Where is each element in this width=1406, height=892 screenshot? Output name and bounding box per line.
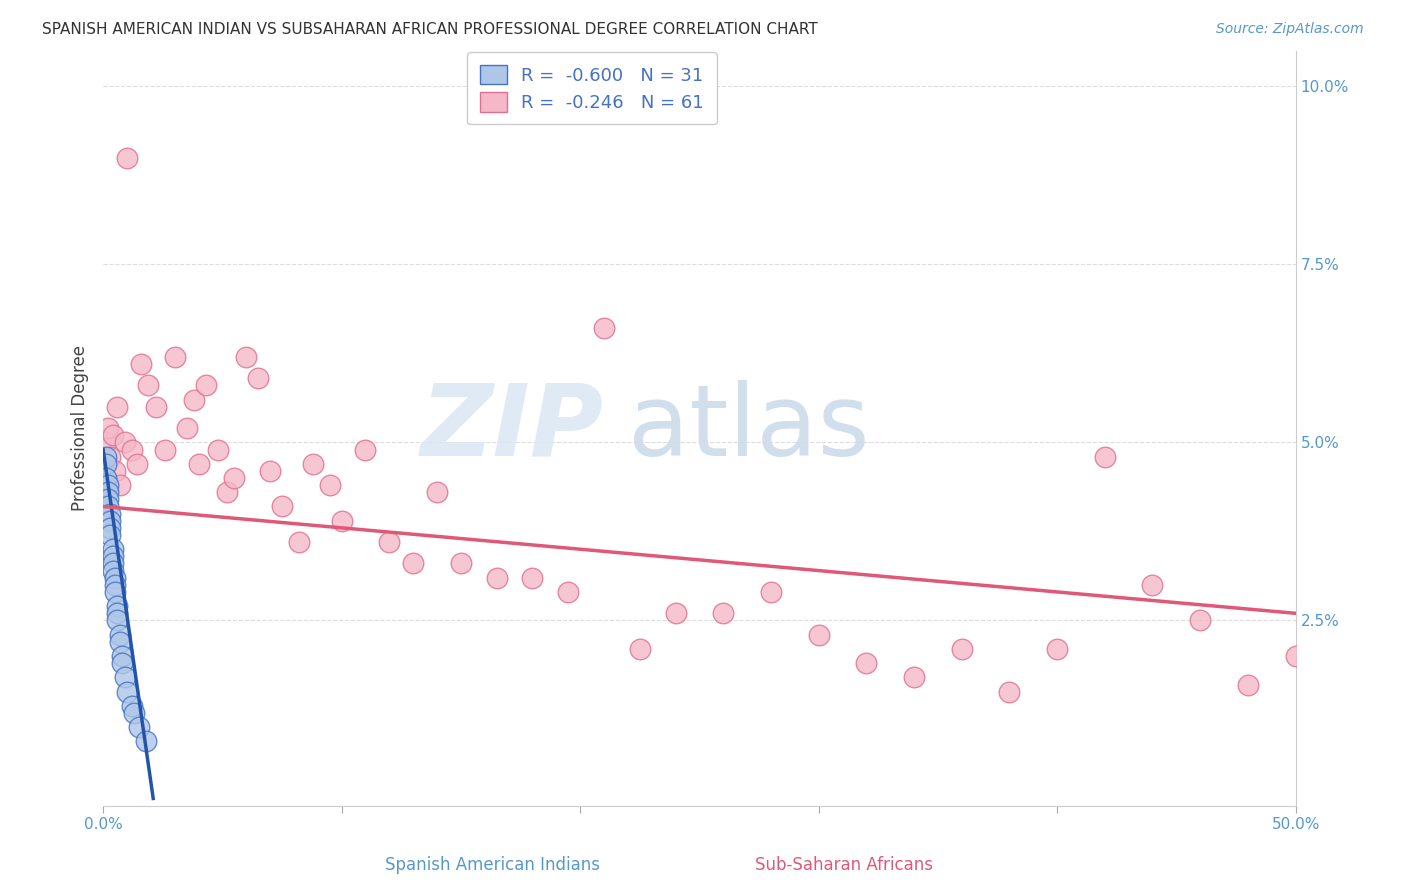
Point <box>104 578 127 592</box>
Point <box>903 670 925 684</box>
Point <box>121 442 143 457</box>
Point <box>125 457 148 471</box>
Point <box>187 457 209 471</box>
Point <box>145 400 167 414</box>
Point <box>115 151 138 165</box>
Point <box>94 457 117 471</box>
Point <box>107 599 129 614</box>
Point <box>104 571 127 585</box>
Point <box>114 435 136 450</box>
Point <box>183 392 205 407</box>
Point <box>104 585 127 599</box>
Point <box>108 478 131 492</box>
Point <box>402 557 425 571</box>
Point <box>101 542 124 557</box>
Point <box>94 471 117 485</box>
Point <box>426 485 449 500</box>
Point <box>1189 614 1212 628</box>
Point <box>235 350 257 364</box>
Point <box>1379 720 1402 734</box>
Point <box>101 549 124 564</box>
Point <box>104 464 127 478</box>
Point <box>855 656 877 670</box>
Point <box>101 564 124 578</box>
Point <box>98 507 121 521</box>
Point <box>107 614 129 628</box>
Point <box>664 607 686 621</box>
Point <box>97 500 120 514</box>
Point <box>153 442 176 457</box>
Point <box>98 450 121 464</box>
Text: SPANISH AMERICAN INDIAN VS SUBSAHARAN AFRICAN PROFESSIONAL DEGREE CORRELATION CH: SPANISH AMERICAN INDIAN VS SUBSAHARAN AF… <box>42 22 818 37</box>
Point <box>114 670 136 684</box>
Point <box>207 442 229 457</box>
Point <box>628 641 651 656</box>
Point <box>259 464 281 478</box>
Point <box>163 350 186 364</box>
Point <box>129 357 152 371</box>
Point <box>217 485 239 500</box>
Point <box>101 557 124 571</box>
Point <box>271 500 294 514</box>
Point <box>302 457 325 471</box>
Point <box>450 557 472 571</box>
Point <box>485 571 508 585</box>
Point <box>950 641 973 656</box>
Point <box>1403 663 1406 677</box>
Point <box>122 706 145 720</box>
Point <box>522 571 544 585</box>
Point <box>97 492 120 507</box>
Point <box>1142 578 1164 592</box>
Legend: R =  -0.600   N = 31, R =  -0.246   N = 61: R = -0.600 N = 31, R = -0.246 N = 61 <box>467 52 717 125</box>
Point <box>94 450 117 464</box>
Point <box>557 585 579 599</box>
Point <box>111 648 134 663</box>
Point <box>194 378 217 392</box>
Point <box>108 628 131 642</box>
Point <box>1355 706 1378 720</box>
Y-axis label: Professional Degree: Professional Degree <box>72 345 89 511</box>
Point <box>94 435 117 450</box>
Text: Spanish American Indians: Spanish American Indians <box>385 855 599 873</box>
Point <box>318 478 340 492</box>
Text: Source: ZipAtlas.com: Source: ZipAtlas.com <box>1216 22 1364 37</box>
Point <box>1237 677 1260 691</box>
Point <box>1308 663 1330 677</box>
Point <box>98 528 121 542</box>
Text: Sub-Saharan Africans: Sub-Saharan Africans <box>755 855 932 873</box>
Point <box>107 607 129 621</box>
Point <box>998 684 1021 698</box>
Point <box>759 585 782 599</box>
Point <box>111 656 134 670</box>
Point <box>247 371 270 385</box>
Point <box>121 698 143 713</box>
Point <box>135 734 157 748</box>
Point <box>593 321 616 335</box>
Point <box>98 514 121 528</box>
Point <box>97 478 120 492</box>
Text: atlas: atlas <box>628 380 869 476</box>
Point <box>108 634 131 648</box>
Point <box>97 421 120 435</box>
Point <box>97 485 120 500</box>
Point <box>176 421 198 435</box>
Point <box>98 521 121 535</box>
Point <box>128 720 150 734</box>
Point <box>1046 641 1069 656</box>
Point <box>107 400 129 414</box>
Point <box>354 442 377 457</box>
Point <box>1331 691 1354 706</box>
Point <box>330 514 353 528</box>
Point <box>807 628 830 642</box>
Text: ZIP: ZIP <box>420 380 605 476</box>
Point <box>101 428 124 442</box>
Point <box>115 684 138 698</box>
Point <box>378 535 401 549</box>
Point <box>1284 648 1306 663</box>
Point <box>224 471 246 485</box>
Point <box>287 535 309 549</box>
Point <box>138 378 160 392</box>
Point <box>1094 450 1116 464</box>
Point <box>711 607 734 621</box>
